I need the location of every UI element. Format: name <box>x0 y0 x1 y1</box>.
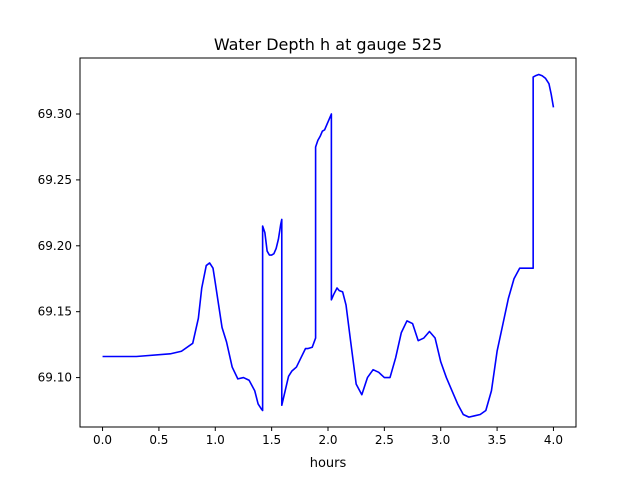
x-tick-label: 4.0 <box>544 433 563 447</box>
x-tick-label: 2.5 <box>375 433 394 447</box>
x-tick-label: 3.0 <box>431 433 450 447</box>
x-tick-label: 0.5 <box>149 433 168 447</box>
x-tick-label: 2.0 <box>318 433 337 447</box>
y-tick-label: 69.30 <box>38 107 72 121</box>
y-tick-label: 69.20 <box>38 239 72 253</box>
x-axis-label: hours <box>310 456 347 471</box>
x-tick-label: 1.5 <box>262 433 281 447</box>
y-axis: 69.10 69.15 69.20 69.25 69.30 <box>38 107 80 385</box>
x-tick-label: 1.0 <box>206 433 225 447</box>
plot-area <box>102 73 555 418</box>
y-tick-label: 69.15 <box>38 305 72 319</box>
y-tick-label: 69.10 <box>38 371 72 385</box>
x-tick-label: 0.0 <box>93 433 112 447</box>
chart-title: Water Depth h at gauge 525 <box>214 35 442 54</box>
x-axis: 0.0 0.5 1.0 1.5 2.0 2.5 3.0 3.5 4.0 <box>93 427 563 447</box>
series-line-0 <box>102 73 555 418</box>
x-tick-label: 3.5 <box>488 433 507 447</box>
y-tick-label: 69.25 <box>38 173 72 187</box>
